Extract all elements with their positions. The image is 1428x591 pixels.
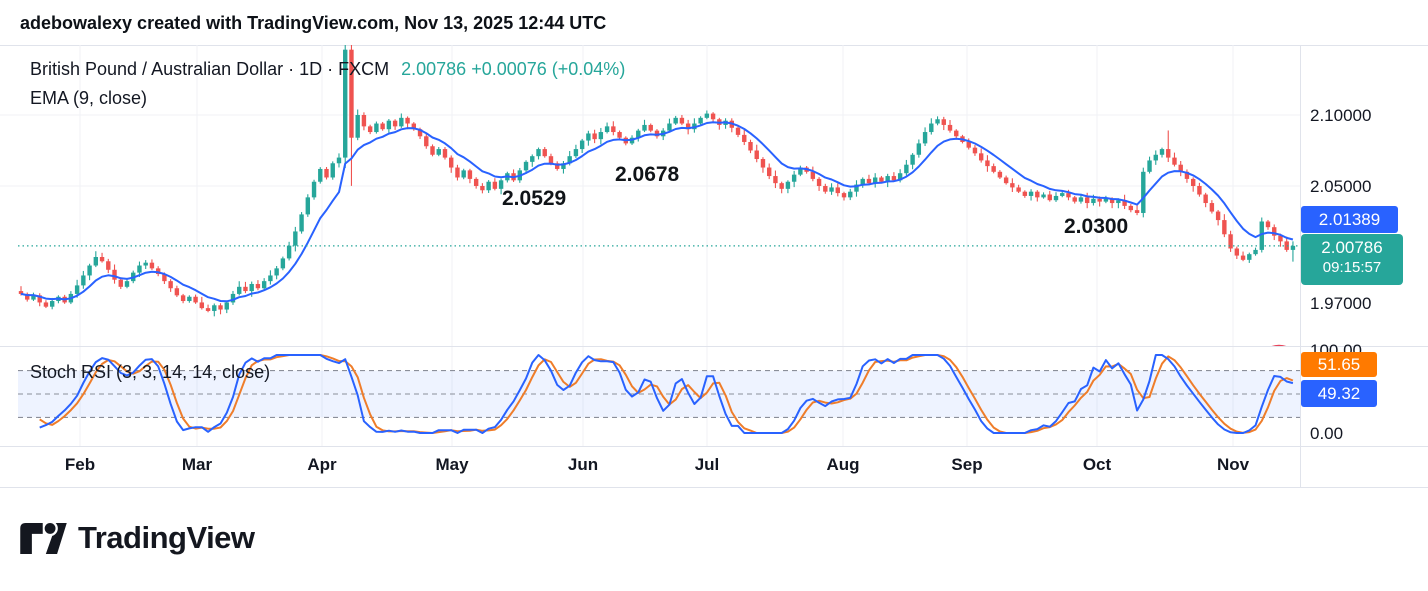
tradingview-logo[interactable]: TradingView bbox=[20, 520, 255, 556]
price-annotation: 2.0529 bbox=[502, 187, 567, 210]
stoch-k-line bbox=[39, 354, 1294, 434]
price-axis-label: 2.05000 bbox=[1310, 177, 1372, 196]
tradingview-logo-text: TradingView bbox=[78, 520, 255, 555]
price-pane[interactable]: British Pound / Australian Dollar · 1D ·… bbox=[0, 45, 1300, 346]
price-axis-label: 2.10000 bbox=[1310, 106, 1372, 125]
price-annotation: 2.0300 bbox=[1064, 215, 1129, 238]
time-axis-label-mar: Mar bbox=[181, 455, 213, 474]
grid bbox=[0, 45, 1300, 346]
ema-price-badge: 2.01389 bbox=[1301, 206, 1398, 233]
stoch-rsi-canvas bbox=[18, 347, 1300, 446]
last-price-value: 2.00786 bbox=[1321, 238, 1383, 257]
header-separator bbox=[0, 45, 1428, 46]
price-scale-separator bbox=[1300, 45, 1301, 487]
price-chart-canvas bbox=[0, 45, 1300, 346]
stoch-rsi-pane[interactable]: Stoch RSI (3, 3, 14, 14, close) bbox=[0, 347, 1300, 446]
time-axis-label-feb: Feb bbox=[64, 455, 96, 474]
stoch-rsi-label[interactable]: Stoch RSI (3, 3, 14, 14, close) bbox=[30, 362, 271, 382]
timeaxis-bottom-separator bbox=[0, 487, 1428, 488]
attribution-text: adebowalexy created with TradingView.com… bbox=[20, 13, 607, 33]
time-axis-label-aug: Aug bbox=[826, 455, 860, 474]
time-axis-label-apr: Apr bbox=[307, 455, 337, 474]
time-axis-label-jul: Jul bbox=[694, 455, 720, 474]
price-annotation: 2.0678 bbox=[615, 163, 680, 186]
time-axis-label-may: May bbox=[435, 455, 469, 474]
time-axis-label-sep: Sep bbox=[951, 455, 983, 474]
price-axis-label: 1.97000 bbox=[1310, 294, 1372, 313]
time-axis[interactable]: Feb Mar Apr May Jun Jul Aug Sep Oct Nov bbox=[0, 447, 1300, 487]
time-axis-label-jun: Jun bbox=[567, 455, 599, 474]
stoch-d-line bbox=[39, 354, 1294, 434]
gbp-flag-icon bbox=[1258, 344, 1300, 346]
time-axis-label-oct: Oct bbox=[1082, 455, 1112, 474]
footer: TradingView bbox=[20, 520, 255, 556]
stoch-k-badge: 49.32 bbox=[1301, 380, 1377, 407]
time-axis-label-nov: Nov bbox=[1216, 455, 1250, 474]
last-price-badge: 2.00786 09:15:57 bbox=[1301, 234, 1403, 285]
rsi-axis-0: 0.00 bbox=[1310, 424, 1344, 443]
rsi-axis-separator bbox=[0, 446, 1428, 447]
candlestick-series bbox=[18, 45, 1296, 317]
bar-countdown: 09:15:57 bbox=[1322, 259, 1382, 276]
stoch-d-badge: 51.65 bbox=[1301, 352, 1377, 377]
ema-line bbox=[20, 121, 1294, 303]
pane-separator bbox=[0, 346, 1428, 347]
tradingview-logo-icon bbox=[20, 522, 67, 554]
